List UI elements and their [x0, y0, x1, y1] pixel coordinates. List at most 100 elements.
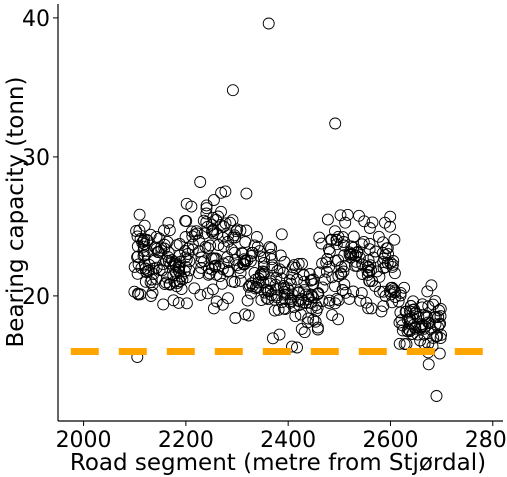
axes	[57, 4, 503, 422]
data-point	[128, 285, 141, 298]
data-point	[207, 194, 220, 207]
data-point	[155, 244, 168, 257]
data-point	[409, 321, 422, 334]
data-point	[347, 241, 360, 254]
data-point	[403, 305, 416, 318]
data-point	[433, 347, 446, 360]
data-point	[179, 260, 192, 273]
data-point	[414, 322, 427, 335]
data-point	[353, 209, 365, 222]
data-point	[157, 298, 170, 311]
data-point	[326, 309, 339, 322]
data-point	[217, 240, 230, 253]
data-point	[222, 292, 234, 305]
data-point	[323, 260, 336, 273]
data-point	[268, 304, 281, 317]
data-point	[262, 293, 275, 306]
data-point	[396, 319, 409, 332]
data-point	[186, 243, 199, 256]
x-axis-title: Road segment (metre from Stjørdal)	[70, 450, 486, 476]
data-point	[392, 295, 405, 308]
data-point	[384, 210, 397, 223]
x-tick-label: 2600	[362, 428, 418, 453]
data-point	[393, 337, 406, 350]
data-point	[398, 281, 411, 294]
data-point	[355, 238, 368, 251]
data-point	[278, 256, 291, 268]
data-point	[173, 237, 186, 250]
data-point	[425, 279, 438, 292]
x-tick-label: 2400	[260, 428, 316, 453]
data-point	[195, 251, 208, 264]
data-point	[430, 390, 443, 402]
data-point	[205, 218, 218, 231]
data-point	[222, 256, 235, 268]
data-point	[330, 233, 343, 246]
data-point	[291, 273, 303, 286]
data-point	[307, 273, 320, 286]
data-point	[251, 281, 264, 294]
data-point	[246, 280, 259, 292]
data-point	[216, 277, 228, 290]
data-point	[329, 297, 342, 310]
data-point	[278, 293, 291, 306]
data-point	[376, 246, 389, 259]
data-point	[262, 285, 275, 298]
data-point	[289, 261, 302, 274]
data-point	[146, 286, 159, 299]
data-point	[281, 282, 294, 295]
data-point	[180, 271, 193, 284]
data-point	[265, 242, 278, 255]
data-point	[266, 332, 279, 345]
data-point	[302, 312, 315, 325]
data-point	[357, 235, 370, 248]
data-point	[197, 214, 210, 227]
data-point	[381, 242, 394, 255]
y-tick-label: 40	[22, 7, 50, 32]
data-point	[297, 268, 310, 281]
data-point	[421, 285, 434, 298]
data-point	[310, 304, 323, 317]
data-point	[179, 214, 192, 227]
data-point	[432, 311, 445, 323]
data-point	[273, 328, 286, 341]
data-point	[185, 225, 198, 238]
data-point	[138, 238, 151, 251]
data-point	[329, 117, 342, 130]
data-point	[228, 246, 241, 259]
data-point	[132, 250, 144, 263]
data-point	[273, 263, 286, 276]
data-point	[162, 251, 174, 263]
data-point	[194, 288, 207, 301]
data-point	[309, 315, 322, 328]
data-point	[237, 258, 249, 270]
data-point	[242, 309, 255, 322]
data-point	[393, 316, 406, 329]
data-point	[219, 185, 232, 198]
data-point	[293, 299, 306, 312]
data-point	[434, 332, 447, 345]
data-point	[190, 225, 203, 238]
data-point	[370, 265, 383, 278]
data-point	[200, 216, 213, 229]
data-point	[229, 312, 242, 324]
data-points	[128, 17, 448, 402]
data-point	[248, 266, 261, 279]
data-point	[385, 288, 398, 301]
data-point	[222, 265, 235, 277]
data-point	[163, 277, 176, 290]
data-point	[292, 257, 305, 270]
data-point	[286, 340, 298, 353]
data-point	[334, 267, 347, 280]
data-point	[363, 237, 376, 250]
data-point	[179, 251, 192, 264]
data-point	[163, 224, 176, 237]
data-point	[379, 290, 392, 302]
data-point	[275, 228, 288, 241]
data-point	[329, 254, 342, 267]
data-point	[167, 294, 180, 307]
data-point	[250, 231, 263, 243]
data-point	[180, 197, 193, 210]
data-point	[396, 324, 409, 337]
